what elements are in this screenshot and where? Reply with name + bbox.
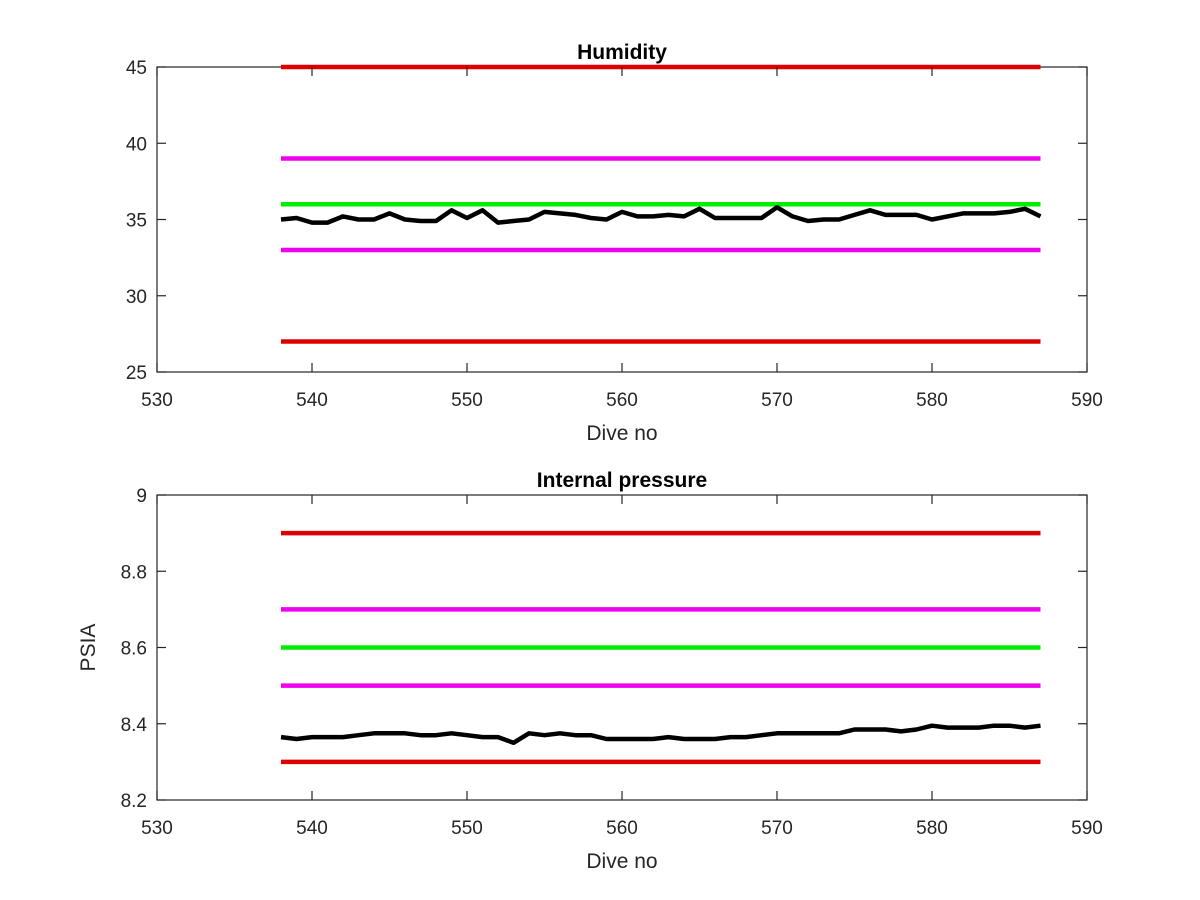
x-tick-label: 530 bbox=[141, 818, 173, 839]
x-axis-label: Dive no bbox=[586, 422, 657, 445]
x-tick-label: 570 bbox=[761, 390, 793, 411]
series-line-5 bbox=[280, 205, 1042, 225]
x-tick-label: 560 bbox=[606, 818, 638, 839]
y-tick-label: 8.2 bbox=[121, 791, 147, 812]
y-tick-label: 8.4 bbox=[121, 715, 148, 736]
x-tick-label: 540 bbox=[296, 818, 328, 839]
y-tick-label: 40 bbox=[126, 134, 147, 155]
y-tick-label: 45 bbox=[126, 58, 147, 79]
y-tick-label: 8.8 bbox=[121, 562, 147, 583]
x-tick-label: 590 bbox=[1071, 390, 1103, 411]
x-tick-label: 570 bbox=[761, 818, 793, 839]
x-tick-label: 580 bbox=[916, 390, 948, 411]
x-tick-label: 550 bbox=[451, 818, 483, 839]
y-axis-label: PSIA bbox=[77, 624, 100, 672]
x-tick-label: 560 bbox=[606, 390, 638, 411]
chart-title: Internal pressure bbox=[537, 469, 707, 492]
y-tick-label: 9 bbox=[136, 486, 147, 507]
x-tick-label: 540 bbox=[296, 390, 328, 411]
x-axis-label: Dive no bbox=[586, 850, 657, 873]
x-tick-label: 590 bbox=[1071, 818, 1103, 839]
chart-title: Humidity bbox=[577, 41, 667, 64]
x-tick-label: 550 bbox=[451, 390, 483, 411]
x-tick-label: 530 bbox=[141, 390, 173, 411]
x-tick-label: 580 bbox=[916, 818, 948, 839]
y-tick-label: 8.6 bbox=[121, 639, 147, 660]
humidity-chart: 530 540 550 560 570 580 590 25 30 35 40 45 Humidity D… bbox=[126, 41, 1103, 445]
series-line-5 bbox=[280, 723, 1041, 746]
y-tick-label: 30 bbox=[126, 287, 147, 308]
y-tick-label: 35 bbox=[126, 211, 147, 232]
internal-pressure-chart: 530 540 550 560 570 580 590 8.2 8.4 8.6 8.8 9 Intern… bbox=[77, 469, 1103, 873]
y-tick-label: 25 bbox=[126, 363, 147, 384]
